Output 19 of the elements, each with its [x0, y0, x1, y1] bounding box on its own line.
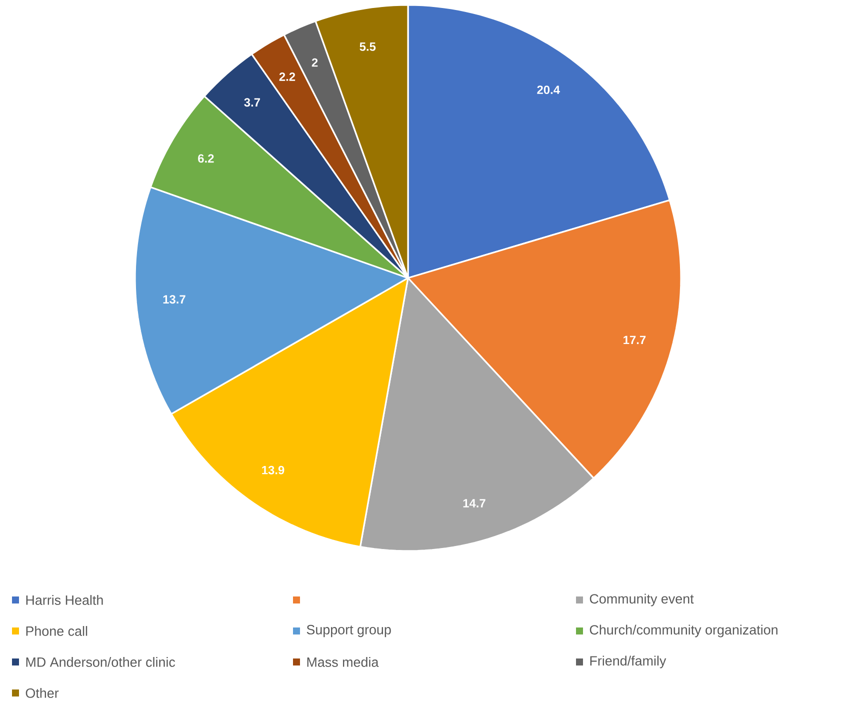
- legend-label: Community event: [590, 594, 694, 606]
- legend-label: Church/community organization: [590, 624, 778, 638]
- data-label: 14.7: [463, 499, 486, 508]
- data-label: 2.2: [279, 72, 296, 81]
- legend-label: Support group: [306, 624, 391, 638]
- data-label: 6.2: [198, 154, 214, 163]
- legend-label: Mass media: [307, 657, 379, 667]
- legend-label: Harris Health: [26, 595, 103, 605]
- data-label: 13.7: [163, 295, 186, 304]
- data-label: 13.9: [262, 466, 284, 474]
- data-label: 5.5: [360, 42, 376, 51]
- legend-label: Friend/family: [590, 656, 666, 668]
- legend-label: MD Anderson/other clinic: [26, 657, 176, 667]
- legend-label: Other: [26, 688, 59, 698]
- data-label: 3.7: [244, 98, 260, 107]
- data-label: 2: [312, 58, 318, 67]
- legend-label: Phone call: [26, 626, 88, 636]
- data-label: 17.7: [624, 336, 646, 344]
- data-label: 20.4: [537, 86, 560, 94]
